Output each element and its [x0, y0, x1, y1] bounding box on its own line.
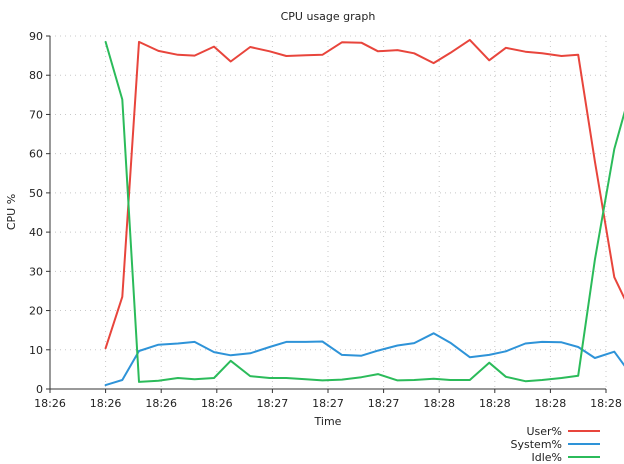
y-tick-label: 90 [29, 30, 43, 43]
x-tick-label: 18:28 [590, 397, 622, 410]
x-tick-label: 18:26 [201, 397, 233, 410]
axes: 0 10 20 30 40 50 60 70 80 90 18:26 18:26 18:26 18:26 1… [29, 30, 622, 410]
y-tick-label: 70 [29, 108, 43, 121]
chart-title: CPU usage graph [281, 10, 376, 23]
legend: User%System%Idle% [511, 425, 600, 464]
y-tick-label: 80 [29, 69, 43, 82]
y-tick-label: 30 [29, 265, 43, 278]
x-tick-label: 18:27 [368, 397, 400, 410]
y-tick-label: 20 [29, 305, 43, 318]
x-tick-label: 18:28 [535, 397, 567, 410]
x-tick-label: 18:27 [257, 397, 289, 410]
legend-label-user: User% [526, 425, 562, 438]
y-tick-label: 60 [29, 148, 43, 161]
y-axis-title: CPU % [5, 194, 18, 230]
x-tick-label: 18:26 [90, 397, 122, 410]
y-tick-label: 50 [29, 187, 43, 200]
grid [50, 35, 607, 389]
legend-label-idle: Idle% [531, 451, 562, 464]
x-tick-label: 18:26 [34, 397, 66, 410]
series-line-user [104, 38, 624, 350]
y-tick-label: 40 [29, 226, 43, 239]
series-line-system [104, 332, 624, 387]
x-axis-title: Time [314, 415, 342, 428]
x-tick-label: 18:28 [479, 397, 511, 410]
series-line-idle [104, 40, 624, 383]
legend-label-system: System% [511, 438, 562, 451]
series-lines [104, 38, 624, 387]
y-tick-label: 10 [29, 344, 43, 357]
x-tick-label: 18:27 [312, 397, 344, 410]
y-tick-label: 0 [36, 383, 43, 396]
x-tick-label: 18:28 [423, 397, 455, 410]
x-tick-label: 18:26 [145, 397, 177, 410]
